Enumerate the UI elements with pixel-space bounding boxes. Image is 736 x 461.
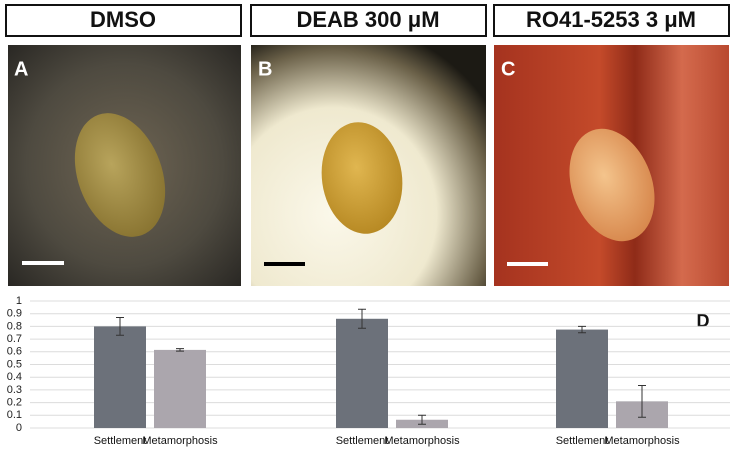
- header-box: [250, 4, 487, 37]
- bar: [336, 318, 388, 428]
- error-bar: [176, 348, 184, 352]
- error-bar: [116, 317, 124, 336]
- y-tick-label: 0.7: [7, 333, 22, 345]
- y-tick-label: 0.8: [7, 320, 22, 332]
- panel-header: RO41-5253 3 μM: [526, 7, 696, 32]
- x-tick-label: Metamorphosis: [384, 435, 460, 447]
- y-tick-label: 0.9: [7, 308, 22, 320]
- error-bar: [638, 384, 646, 418]
- panel-letter: C: [501, 58, 515, 80]
- x-tick-label: Metamorphosis: [142, 435, 218, 447]
- y-tick-label: 0.1: [7, 409, 22, 421]
- larva: [321, 122, 403, 234]
- bar: [154, 349, 206, 428]
- panel-letter: D: [697, 311, 710, 331]
- error-bar: [418, 414, 426, 425]
- x-tick-label: Settlement: [556, 435, 609, 447]
- panel-letter: B: [258, 58, 272, 80]
- x-tick-label: Settlement: [94, 435, 147, 447]
- y-tick-label: 0.4: [7, 371, 22, 383]
- bar: [94, 326, 146, 428]
- larva: [569, 128, 655, 242]
- panel-letter: A: [14, 58, 28, 80]
- panel-header: DEAB 300 μM: [296, 7, 439, 32]
- x-tick-label: Settlement: [336, 435, 389, 447]
- panel-header: DMSO: [90, 7, 156, 32]
- y-tick-label: 0.2: [7, 397, 22, 409]
- x-tick-label: Metamorphosis: [604, 435, 680, 447]
- photo-panels: DMSO DEAB 300 μM RO41-5253 3 μM A B C: [5, 4, 730, 286]
- bar: [556, 329, 608, 428]
- y-tick-label: 0.5: [7, 358, 22, 370]
- y-tick-label: 0.3: [7, 384, 22, 396]
- y-tick-label: 1: [16, 295, 22, 307]
- header-box: [5, 4, 242, 37]
- header-box: [493, 4, 730, 37]
- larva: [74, 113, 166, 237]
- error-bar: [358, 308, 366, 329]
- y-tick-label: 0.6: [7, 346, 22, 358]
- y-tick-label: 0: [16, 422, 22, 434]
- error-bar: [578, 325, 586, 334]
